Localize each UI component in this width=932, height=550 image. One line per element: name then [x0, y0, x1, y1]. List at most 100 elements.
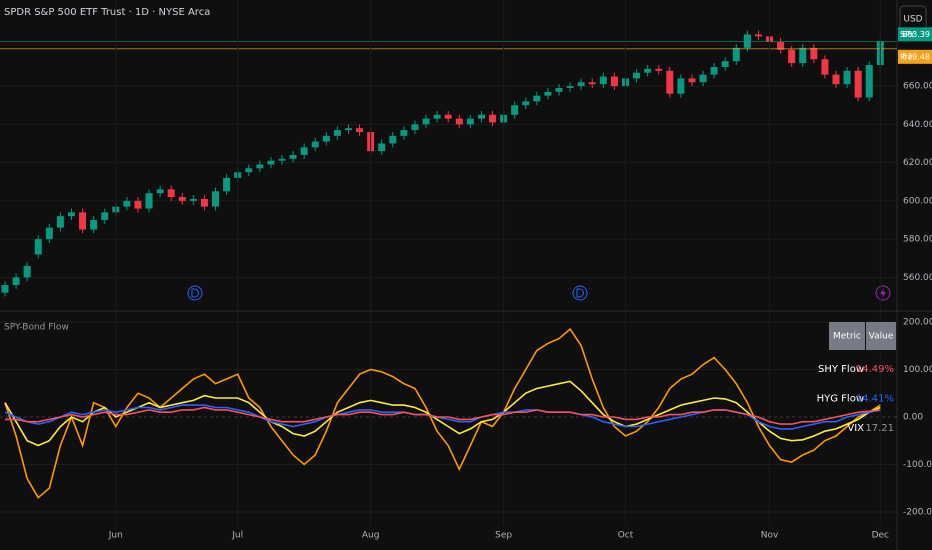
candle-body [444, 114, 452, 119]
y-tick-label: 100.00 [903, 365, 932, 375]
y-tick-label: 560.00 [903, 273, 932, 283]
table-header: Metric [833, 332, 861, 342]
candle-body [721, 61, 729, 67]
candle-body [511, 105, 519, 115]
candle-body [156, 189, 164, 194]
candle-body [189, 198, 197, 201]
candle-body [311, 141, 319, 148]
candle-body [245, 168, 253, 173]
candle-body [34, 239, 42, 255]
price-badge-name: Pre [900, 52, 913, 61]
candle-body [666, 70, 674, 94]
y-tick-label: 580.00 [903, 235, 932, 245]
table-header-cell [866, 322, 896, 350]
price-badge [898, 49, 932, 64]
candle-body [477, 114, 485, 119]
dividend-icon[interactable] [572, 285, 588, 301]
candle-body [101, 212, 109, 220]
candle-body [167, 189, 175, 198]
candle-body [378, 143, 386, 152]
candle-body [79, 212, 87, 230]
indicator-line [5, 406, 881, 425]
candle-body [212, 191, 220, 207]
candle-body [400, 130, 408, 136]
candle-body [688, 78, 696, 83]
candle-body [278, 158, 286, 161]
candle-body [333, 130, 341, 136]
table-value: 17.21 [865, 423, 894, 434]
candle-body [677, 78, 685, 94]
price-badge-value: 679.48 [902, 52, 930, 61]
split-glyph [880, 288, 886, 298]
candle-body [256, 164, 264, 169]
table-header-cell [829, 322, 865, 350]
candle-body [411, 124, 419, 131]
candle-body [67, 212, 75, 217]
candle-body [90, 220, 98, 230]
candle-body [610, 76, 618, 87]
candle-body [832, 74, 840, 85]
candle-body [223, 177, 231, 192]
candle-body [633, 72, 641, 79]
candle-body [466, 118, 474, 125]
candle-body [123, 200, 131, 207]
candle-body [12, 277, 20, 286]
candle-body [599, 76, 607, 85]
candle-body [788, 49, 796, 64]
x-tick-label: Sep [495, 531, 512, 541]
candle-body [45, 227, 53, 240]
dividend-glyph [191, 288, 199, 298]
candle-body [134, 200, 142, 209]
candle-body [566, 86, 574, 88]
candle-body [422, 118, 430, 125]
candle-body [754, 34, 762, 37]
pane-title: SPY-Bond Flow [4, 323, 69, 333]
candle-body [732, 47, 740, 62]
currency-label: USD [903, 15, 922, 25]
table-label: VIX [847, 423, 864, 434]
y-tick-label: 200.00 [903, 317, 932, 327]
x-tick-label: Nov [761, 531, 779, 541]
x-tick-label: Oct [618, 531, 634, 541]
y-tick-label: 0.00 [903, 412, 923, 422]
candle-body [854, 70, 862, 98]
candle-body [533, 95, 541, 102]
indicator-line [4, 327, 881, 499]
candle-body [455, 118, 463, 125]
candle-body [356, 128, 364, 132]
candle-body [433, 114, 441, 119]
candle-body [821, 59, 829, 75]
table-label: SHY Flow [818, 364, 864, 375]
split-icon[interactable] [875, 285, 891, 301]
price-badge-value: 683.39 [902, 30, 930, 39]
dividend-icon[interactable] [187, 285, 203, 301]
y-tick-label: 620.00 [903, 158, 932, 168]
candle-body [588, 82, 596, 85]
candle-body [799, 47, 807, 64]
y-tick-label: -200.00 [903, 507, 932, 517]
candle-body [200, 198, 208, 207]
y-tick-label: 600.00 [903, 196, 932, 206]
candle-body [777, 42, 785, 50]
table-header: Value [869, 332, 894, 342]
y-tick-label: 660.00 [903, 82, 932, 92]
table-value: 14.41% [856, 394, 894, 405]
candle-body [810, 47, 818, 60]
event-icons [187, 285, 891, 301]
chart-title: SPDR S&P 500 ETF Trust · 1D · NYSE Arca [4, 7, 210, 18]
x-tick-label: Jul [231, 531, 243, 541]
table-label: HYG Flow [817, 394, 864, 405]
candle-body [865, 65, 873, 98]
price-badge-name: SPY [900, 30, 915, 39]
candle-body [577, 82, 585, 87]
candle-body [267, 160, 275, 165]
price-badge [898, 27, 932, 42]
x-tick-label: Jun [108, 531, 123, 541]
candle-body [489, 114, 497, 123]
candle-body [178, 197, 186, 201]
candle-body [300, 147, 308, 155]
candle-body [145, 193, 153, 209]
y-tick-label: -100.00 [903, 460, 932, 470]
